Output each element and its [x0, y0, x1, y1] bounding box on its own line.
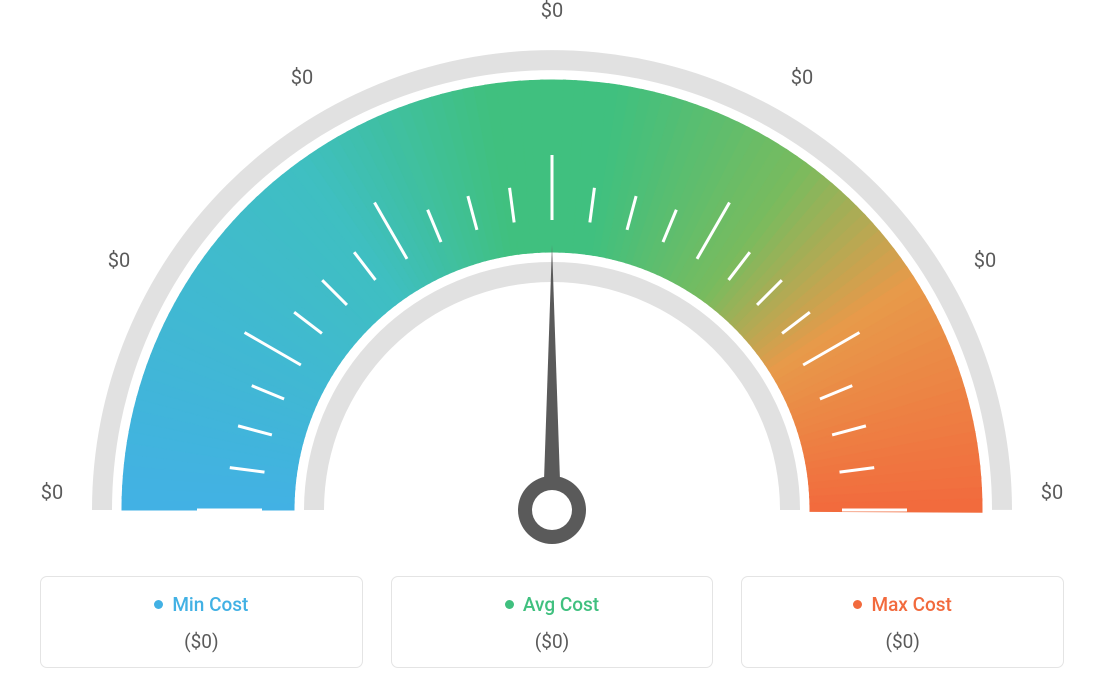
gauge-tick-label: $0	[41, 480, 63, 504]
legend-card-avg: Avg Cost ($0)	[391, 576, 714, 668]
gauge-tick-label: $0	[974, 248, 996, 272]
legend-card-max: Max Cost ($0)	[741, 576, 1064, 668]
legend-label-max: Max Cost	[871, 593, 951, 616]
legend-value-avg: ($0)	[402, 630, 703, 653]
gauge-container: $0 $0 $0 $0 $0 $0 $0	[0, 0, 1104, 560]
gauge-tick-label: $0	[1041, 480, 1063, 504]
gauge-tick-label: $0	[108, 248, 130, 272]
gauge-tick-label: $0	[541, 0, 563, 22]
legend-row: Min Cost ($0) Avg Cost ($0) Max Cost ($0…	[0, 576, 1104, 668]
gauge-tick-label: $0	[291, 65, 313, 89]
legend-dot-max	[853, 600, 862, 609]
legend-dot-avg	[505, 600, 514, 609]
legend-dot-min	[154, 600, 163, 609]
legend-label-avg: Avg Cost	[523, 593, 599, 616]
legend-title-max: Max Cost	[853, 593, 951, 616]
legend-value-min: ($0)	[51, 630, 352, 653]
gauge-tick-label: $0	[791, 65, 813, 89]
gauge-svg	[42, 20, 1062, 580]
legend-card-min: Min Cost ($0)	[40, 576, 363, 668]
legend-label-min: Min Cost	[172, 593, 248, 616]
legend-title-avg: Avg Cost	[505, 593, 599, 616]
legend-value-max: ($0)	[752, 630, 1053, 653]
legend-title-min: Min Cost	[154, 593, 248, 616]
